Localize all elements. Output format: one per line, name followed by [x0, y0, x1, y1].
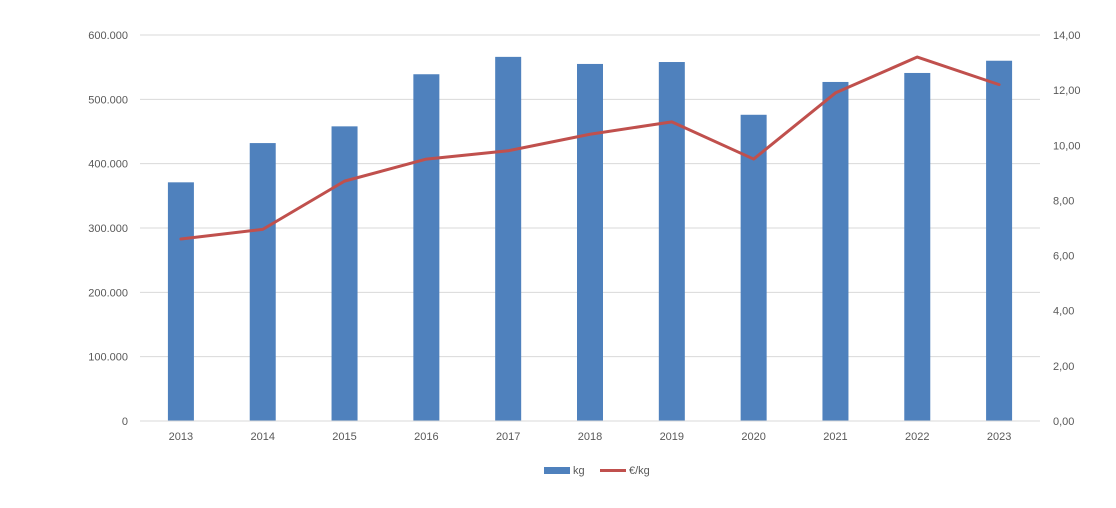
right-tick-label: 10,00 — [1053, 140, 1081, 152]
x-tick-label: 2019 — [660, 431, 684, 443]
right-tick-label: 2,00 — [1053, 361, 1074, 373]
legend-price-label: €/kg — [629, 465, 650, 477]
left-tick-label: 300.000 — [88, 223, 128, 235]
bar-kg — [331, 126, 358, 421]
left-axis-ticks: 0 100.000 200.000 300.000 400.000 500.000 600.… — [88, 30, 128, 428]
left-tick-label: 0 — [122, 416, 128, 428]
left-tick-label: 500.000 — [88, 94, 128, 106]
x-tick-label: 2014 — [250, 431, 274, 443]
left-tick-label: 200.000 — [88, 287, 128, 299]
bar-kg — [577, 63, 603, 421]
x-tick-label: 2021 — [823, 431, 847, 443]
x-tick-label: 2013 — [169, 431, 193, 443]
right-tick-label: 8,00 — [1053, 195, 1074, 207]
bar-kg — [740, 114, 767, 422]
left-tick-label: 600.000 — [88, 30, 128, 42]
bar-kg — [167, 182, 194, 421]
bar-kg — [249, 143, 276, 421]
right-axis-ticks: 0,00 2,00 4,00 6,00 8,00 10,00 12,00 14,00 — [1053, 30, 1081, 428]
bar-kg — [986, 60, 1013, 421]
bar-kg — [658, 62, 685, 422]
bar-kg — [413, 74, 440, 421]
right-tick-label: 0,00 — [1053, 416, 1074, 428]
kg-bars — [167, 56, 1013, 422]
bar-kg — [495, 56, 522, 422]
left-tick-label: 400.000 — [88, 159, 128, 171]
legend-kg-swatch — [544, 467, 570, 474]
x-tick-label: 2022 — [905, 431, 929, 443]
legend: kg €/kg — [544, 465, 650, 477]
x-tick-label: 2016 — [414, 431, 438, 443]
bar-kg — [904, 72, 931, 421]
line-price — [179, 55, 1001, 241]
x-tick-label: 2023 — [987, 431, 1011, 443]
x-tick-label: 2018 — [578, 431, 602, 443]
x-axis-labels: 2013 2014 2015 2016 2017 2018 2019 2020 2021 2022… — [169, 431, 1012, 443]
x-tick-label: 2017 — [496, 431, 520, 443]
legend-kg-label: kg — [573, 465, 585, 477]
price-line — [179, 55, 1001, 241]
x-tick-label: 2015 — [332, 431, 356, 443]
right-tick-label: 14,00 — [1053, 30, 1081, 42]
x-tick-label: 2020 — [741, 431, 765, 443]
bar-kg — [822, 81, 849, 422]
left-tick-label: 100.000 — [88, 352, 128, 364]
right-tick-label: 6,00 — [1053, 251, 1074, 263]
right-tick-label: 4,00 — [1053, 306, 1074, 318]
right-tick-label: 12,00 — [1053, 85, 1081, 97]
